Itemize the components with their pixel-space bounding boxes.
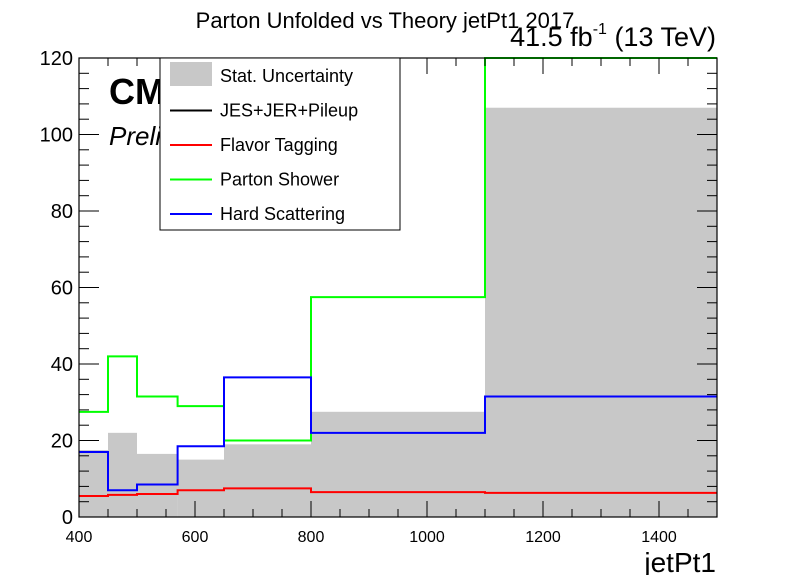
stat-uncertainty-bin (224, 444, 311, 517)
y-tick-label: 20 (51, 431, 73, 453)
lumi-exponent: -1 (593, 21, 607, 38)
x-tick-label: 600 (182, 529, 209, 546)
x-tick-label: 400 (66, 529, 93, 546)
stat-uncertainty-bin (108, 432, 137, 517)
x-axis-label: jetPt1 (643, 547, 716, 575)
legend-swatch-stat-uncertainty (170, 62, 212, 86)
y-tick-label: 120 (40, 48, 73, 70)
legend-label: Hard Scattering (220, 204, 345, 224)
plot-area: 0 20 40 60 80 100 120 400 600 800 1000 1200 1400 (40, 48, 718, 546)
legend-label: JES+JER+Pileup (220, 101, 358, 121)
y-tick-label: 60 (51, 278, 73, 300)
y-tick-label: 40 (51, 354, 73, 376)
stat-uncertainty-bin (177, 459, 224, 517)
series-line-hard-scattering (79, 376, 717, 492)
stat-uncertainty-bin (311, 411, 485, 517)
stat-uncertainty-bin (79, 450, 108, 517)
legend-label: Parton Shower (220, 170, 339, 190)
x-tick-label: 1200 (525, 529, 561, 546)
x-tick-label: 1400 (641, 529, 677, 546)
y-tick-label: 0 (62, 507, 73, 529)
legend-label: Stat. Uncertainty (220, 66, 353, 86)
series-line-parton-shower (79, 57, 717, 442)
legend: Stat. Uncertainty JES+JER+Pileup Flavor Ta… (159, 57, 401, 231)
x-tick-label: 1000 (409, 529, 445, 546)
y-tick-label: 100 (40, 125, 73, 147)
y-tick-label: 80 (51, 201, 73, 223)
lumi-value: 41.5 fb (510, 22, 593, 52)
chart-title: Parton Unfolded vs Theory jetPt1 2017 (196, 8, 575, 33)
energy-label: (13 TeV) (607, 22, 716, 52)
series-line-flavor-tagging (79, 487, 717, 497)
x-tick-label: 800 (298, 529, 325, 546)
lumi-label: 41.5 fb-1 (13 TeV) (510, 21, 716, 52)
stat-uncertainty-bin (485, 107, 717, 517)
legend-label: Flavor Tagging (220, 135, 338, 155)
